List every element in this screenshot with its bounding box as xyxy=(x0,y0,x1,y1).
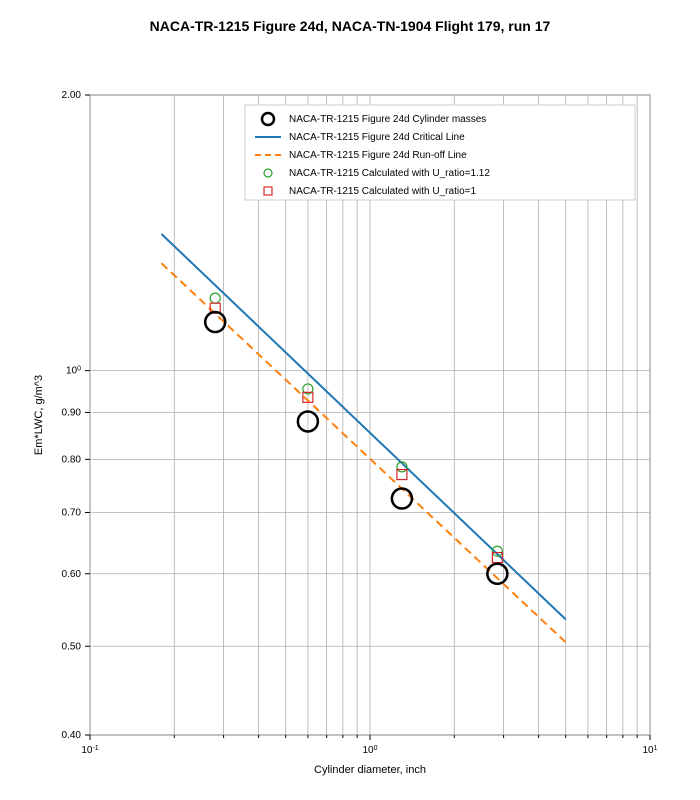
legend-item-label: NACA-TR-1215 Figure 24d Critical Line xyxy=(289,132,465,143)
legend-item-label: NACA-TR-1215 Figure 24d Run-off Line xyxy=(289,150,467,161)
svg-text:10-1: 10-1 xyxy=(81,745,98,757)
legend-item-label: NACA-TR-1215 Calculated with U_ratio=1.1… xyxy=(289,168,490,179)
svg-text:100: 100 xyxy=(66,365,81,377)
y-axis-label: Em*LWC, g/m^3 xyxy=(33,375,45,455)
svg-text:0.90: 0.90 xyxy=(62,408,82,419)
svg-text:0.70: 0.70 xyxy=(62,507,82,518)
legend-item-label: NACA-TR-1215 Figure 24d Cylinder masses xyxy=(289,114,486,125)
svg-text:101: 101 xyxy=(642,745,657,757)
svg-text:2.00: 2.00 xyxy=(62,90,82,101)
chart-title: NACA-TR-1215 Figure 24d, NACA-TN-1904 Fl… xyxy=(0,18,700,34)
legend-item-label: NACA-TR-1215 Calculated with U_ratio=1 xyxy=(289,186,476,197)
svg-text:100: 100 xyxy=(362,745,377,757)
svg-text:0.80: 0.80 xyxy=(62,454,82,465)
svg-text:0.60: 0.60 xyxy=(62,569,82,580)
svg-text:0.40: 0.40 xyxy=(62,730,82,741)
svg-text:0.50: 0.50 xyxy=(62,641,82,652)
x-axis-label: Cylinder diameter, inch xyxy=(314,764,426,776)
chart-svg: 10-1 100 101 0.40 0.50 0.60 0.70 0.80 0.90 100 2.0… xyxy=(0,0,700,800)
